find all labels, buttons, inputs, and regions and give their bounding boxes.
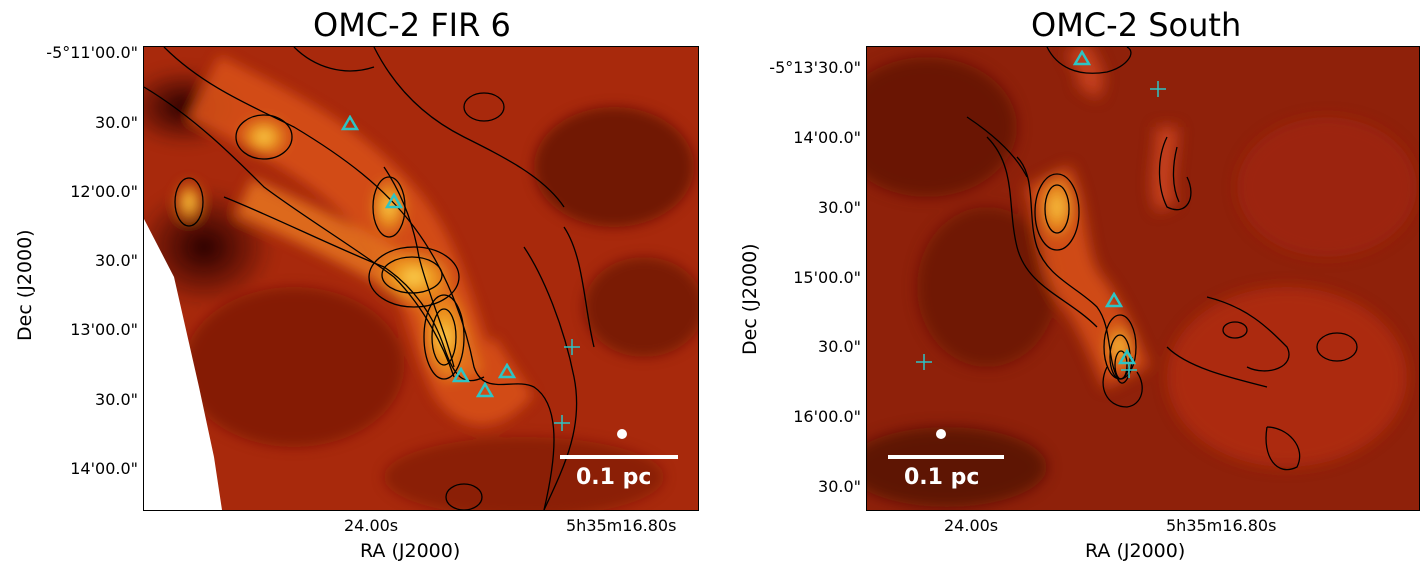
triangle-marker-icon: [1073, 50, 1091, 66]
map-left: [143, 46, 699, 511]
scale-bar-label-left: 0.1 pc: [576, 465, 652, 490]
map-right: [866, 46, 1420, 511]
triangle-marker-icon: [1118, 349, 1136, 365]
xtick-label: 5h35m16.80s: [1166, 516, 1277, 535]
y-axis-label-left: Dec (J2000): [14, 229, 36, 341]
scale-bar: [888, 455, 1004, 459]
cross-marker-icon: [1121, 362, 1137, 378]
cross-marker-icon: [564, 339, 580, 355]
triangle-marker-icon: [341, 115, 359, 131]
triangle-marker-icon: [476, 382, 494, 398]
ytick-label: 30.0": [95, 390, 138, 409]
triangle-marker-icon: [452, 367, 470, 383]
panel-title-left: OMC-2 FIR 6: [313, 6, 511, 44]
cross-marker-icon: [916, 354, 932, 370]
ytick-label: 14'00.0": [70, 459, 138, 478]
xtick-label: 5h35m16.80s: [566, 516, 677, 535]
cross-marker-icon: [554, 415, 570, 431]
ytick-label: 15'00.0": [793, 268, 861, 287]
xtick-label: 24.00s: [344, 516, 399, 535]
scale-bar-label-right: 0.1 pc: [904, 465, 980, 490]
ytick-label: 30.0": [95, 251, 138, 270]
panel-title-right: OMC-2 South: [1031, 6, 1242, 44]
triangle-marker-icon: [498, 363, 516, 379]
ytick-label: 16'00.0": [793, 407, 861, 426]
ytick-label: 30.0": [95, 113, 138, 132]
ytick-label: 30.0": [818, 477, 861, 496]
ytick-label: 30.0": [818, 337, 861, 356]
ytick-label: -5°11'00.0": [46, 43, 138, 62]
x-axis-label-left: RA (J2000): [360, 540, 461, 562]
ytick-label: -5°13'30.0": [769, 58, 861, 77]
ytick-label: 30.0": [818, 198, 861, 217]
cross-marker-icon: [1150, 81, 1166, 97]
triangle-marker-icon: [385, 193, 403, 209]
y-axis-label-right: Dec (J2000): [739, 243, 761, 355]
xtick-label: 24.00s: [944, 516, 999, 535]
ytick-label: 14'00.0": [793, 128, 861, 147]
x-axis-label-right: RA (J2000): [1085, 540, 1186, 562]
ytick-label: 12'00.0": [70, 182, 138, 201]
triangle-marker-icon: [1105, 292, 1123, 308]
scale-bar: [560, 455, 678, 459]
beam-marker: [936, 429, 946, 439]
beam-marker: [617, 429, 627, 439]
ytick-label: 13'00.0": [70, 320, 138, 339]
